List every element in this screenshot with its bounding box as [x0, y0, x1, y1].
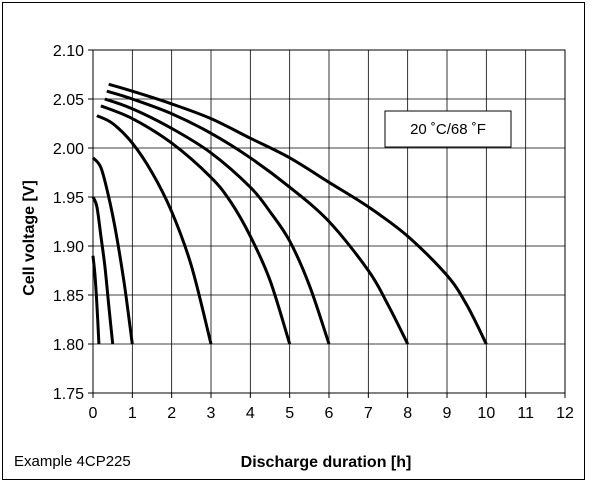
x-tick-label: 0	[89, 405, 98, 422]
x-tick-label: 5	[285, 405, 294, 422]
x-tick-label: 4	[246, 405, 255, 422]
y-axis-label: Cell voltage [V]	[21, 180, 38, 296]
x-tick-label: 9	[443, 405, 452, 422]
temperature-annotation: 20 ˚C/68 ˚F	[410, 121, 486, 138]
discharge-curve-7	[106, 89, 410, 345]
discharge-curve-1	[91, 255, 101, 345]
y-tick-label: 1.90	[53, 239, 84, 256]
y-tick-label: 2.00	[53, 141, 84, 158]
y-tick-label: 1.85	[53, 288, 84, 305]
x-tick-label: 11	[517, 405, 534, 422]
x-ticks: 0 1 2 3 4 5 6 7 8 9 10 11 12	[89, 393, 574, 422]
x-tick-label: 8	[403, 405, 412, 422]
x-tick-label: 7	[364, 405, 373, 422]
discharge-curve-2	[91, 196, 115, 345]
x-tick-label: 3	[207, 405, 216, 422]
y-tick-label: 1.80	[53, 337, 84, 354]
x-tick-label: 2	[167, 405, 176, 422]
series-curves	[91, 82, 488, 345]
x-tick-label: 12	[556, 405, 574, 422]
discharge-curve-3	[91, 156, 134, 345]
annotation-box	[384, 110, 512, 148]
discharge-curve-5	[100, 104, 292, 345]
y-tick-label: 1.95	[53, 190, 84, 207]
discharge-curve-6	[104, 97, 331, 345]
y-tick-label: 2.05	[53, 92, 84, 109]
discharge-curve-4	[96, 114, 213, 345]
y-ticks: 1.75 1.80 1.85 1.90 1.95 2.00 2.05 2.10	[53, 43, 93, 403]
x-axis-label: Discharge duration [h]	[241, 454, 412, 471]
chart-frame	[2, 2, 585, 480]
x-tick-label: 1	[128, 405, 137, 422]
y-tick-label: 1.75	[53, 386, 84, 403]
discharge-curve-8	[108, 82, 488, 345]
example-label: Example 4CP225	[14, 453, 131, 470]
x-tick-label: 10	[477, 405, 495, 422]
y-tick-label: 2.10	[53, 43, 84, 60]
x-tick-label: 6	[325, 405, 334, 422]
